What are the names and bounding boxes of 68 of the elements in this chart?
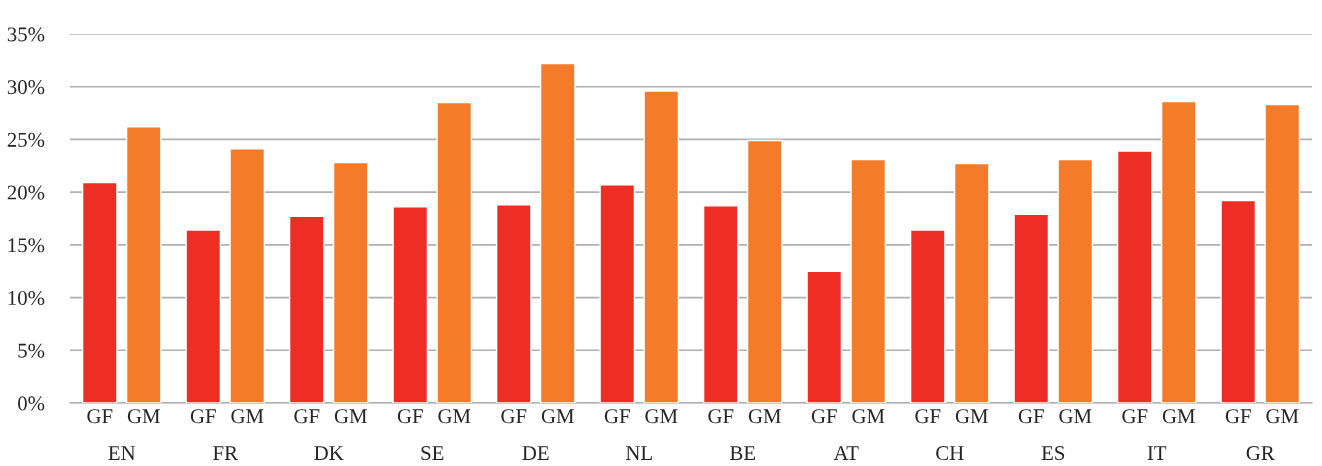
series-label: GF xyxy=(87,409,113,424)
bar xyxy=(392,206,429,403)
text: GM xyxy=(541,409,574,424)
bar xyxy=(81,181,118,403)
bar xyxy=(1264,103,1301,403)
text: GM xyxy=(1266,409,1299,424)
text: GF xyxy=(501,409,527,424)
x-tick-label: GR xyxy=(1246,446,1275,461)
text: GM xyxy=(1162,409,1195,424)
text: GM xyxy=(852,409,885,424)
text: GF xyxy=(811,409,837,424)
bar xyxy=(1057,158,1094,403)
x-tick-label: DK xyxy=(314,446,344,460)
text: GM xyxy=(438,409,471,424)
x-tick-label: FR xyxy=(213,446,238,460)
bar xyxy=(953,162,990,403)
x-tick-label: SE xyxy=(421,446,444,461)
text: GF xyxy=(294,409,320,424)
y-tick-label: 10% xyxy=(8,290,45,306)
y-tick-label: 25% xyxy=(7,132,45,147)
text: GF xyxy=(1225,409,1251,424)
bar xyxy=(1220,199,1257,403)
bar xyxy=(599,184,636,403)
x-tick-label: NL xyxy=(625,446,652,460)
y-tick-label: 35% xyxy=(7,27,45,42)
x-tick-label: IT xyxy=(1147,446,1167,460)
x-tick-label: ES xyxy=(1041,446,1065,461)
text: GM xyxy=(1059,409,1092,424)
bar xyxy=(1013,213,1050,403)
bar xyxy=(229,148,266,403)
text: GF xyxy=(604,409,630,424)
y-tick-label: 5% xyxy=(18,343,45,358)
x-tick-label: DE xyxy=(522,446,549,460)
bar xyxy=(1116,150,1153,403)
bar xyxy=(850,158,887,403)
y-tick-label: 0% xyxy=(18,396,45,411)
bar xyxy=(643,90,680,403)
text: GM xyxy=(955,409,988,424)
x-tick-label: AT xyxy=(833,446,859,460)
bar xyxy=(436,101,473,403)
text: GF xyxy=(915,409,941,424)
bar xyxy=(495,204,532,403)
bar xyxy=(185,229,222,403)
text: GM xyxy=(334,409,367,424)
text: GF xyxy=(1122,409,1148,424)
text: GF xyxy=(1018,409,1044,424)
x-tick-label: EN xyxy=(108,446,136,460)
bar xyxy=(746,139,783,403)
y-tick-label: 20% xyxy=(7,185,45,200)
text: GF xyxy=(397,409,423,424)
y-tick-label: 15% xyxy=(8,238,45,253)
bar xyxy=(909,229,946,403)
x-tick-label: BE xyxy=(730,446,756,460)
text: GM xyxy=(645,409,678,424)
bar xyxy=(539,62,576,403)
series-label: GM xyxy=(127,409,160,424)
text: GM xyxy=(748,409,781,424)
y-tick-label: 30% xyxy=(7,80,45,95)
text: GM xyxy=(231,409,264,424)
text: GF xyxy=(708,409,734,424)
bar xyxy=(125,126,162,403)
x-tick-label: CH xyxy=(936,446,964,461)
bar xyxy=(702,205,739,403)
bar xyxy=(332,161,369,403)
bar xyxy=(806,270,843,403)
text: GF xyxy=(190,409,216,424)
bar xyxy=(1160,100,1197,403)
bar xyxy=(288,215,325,403)
